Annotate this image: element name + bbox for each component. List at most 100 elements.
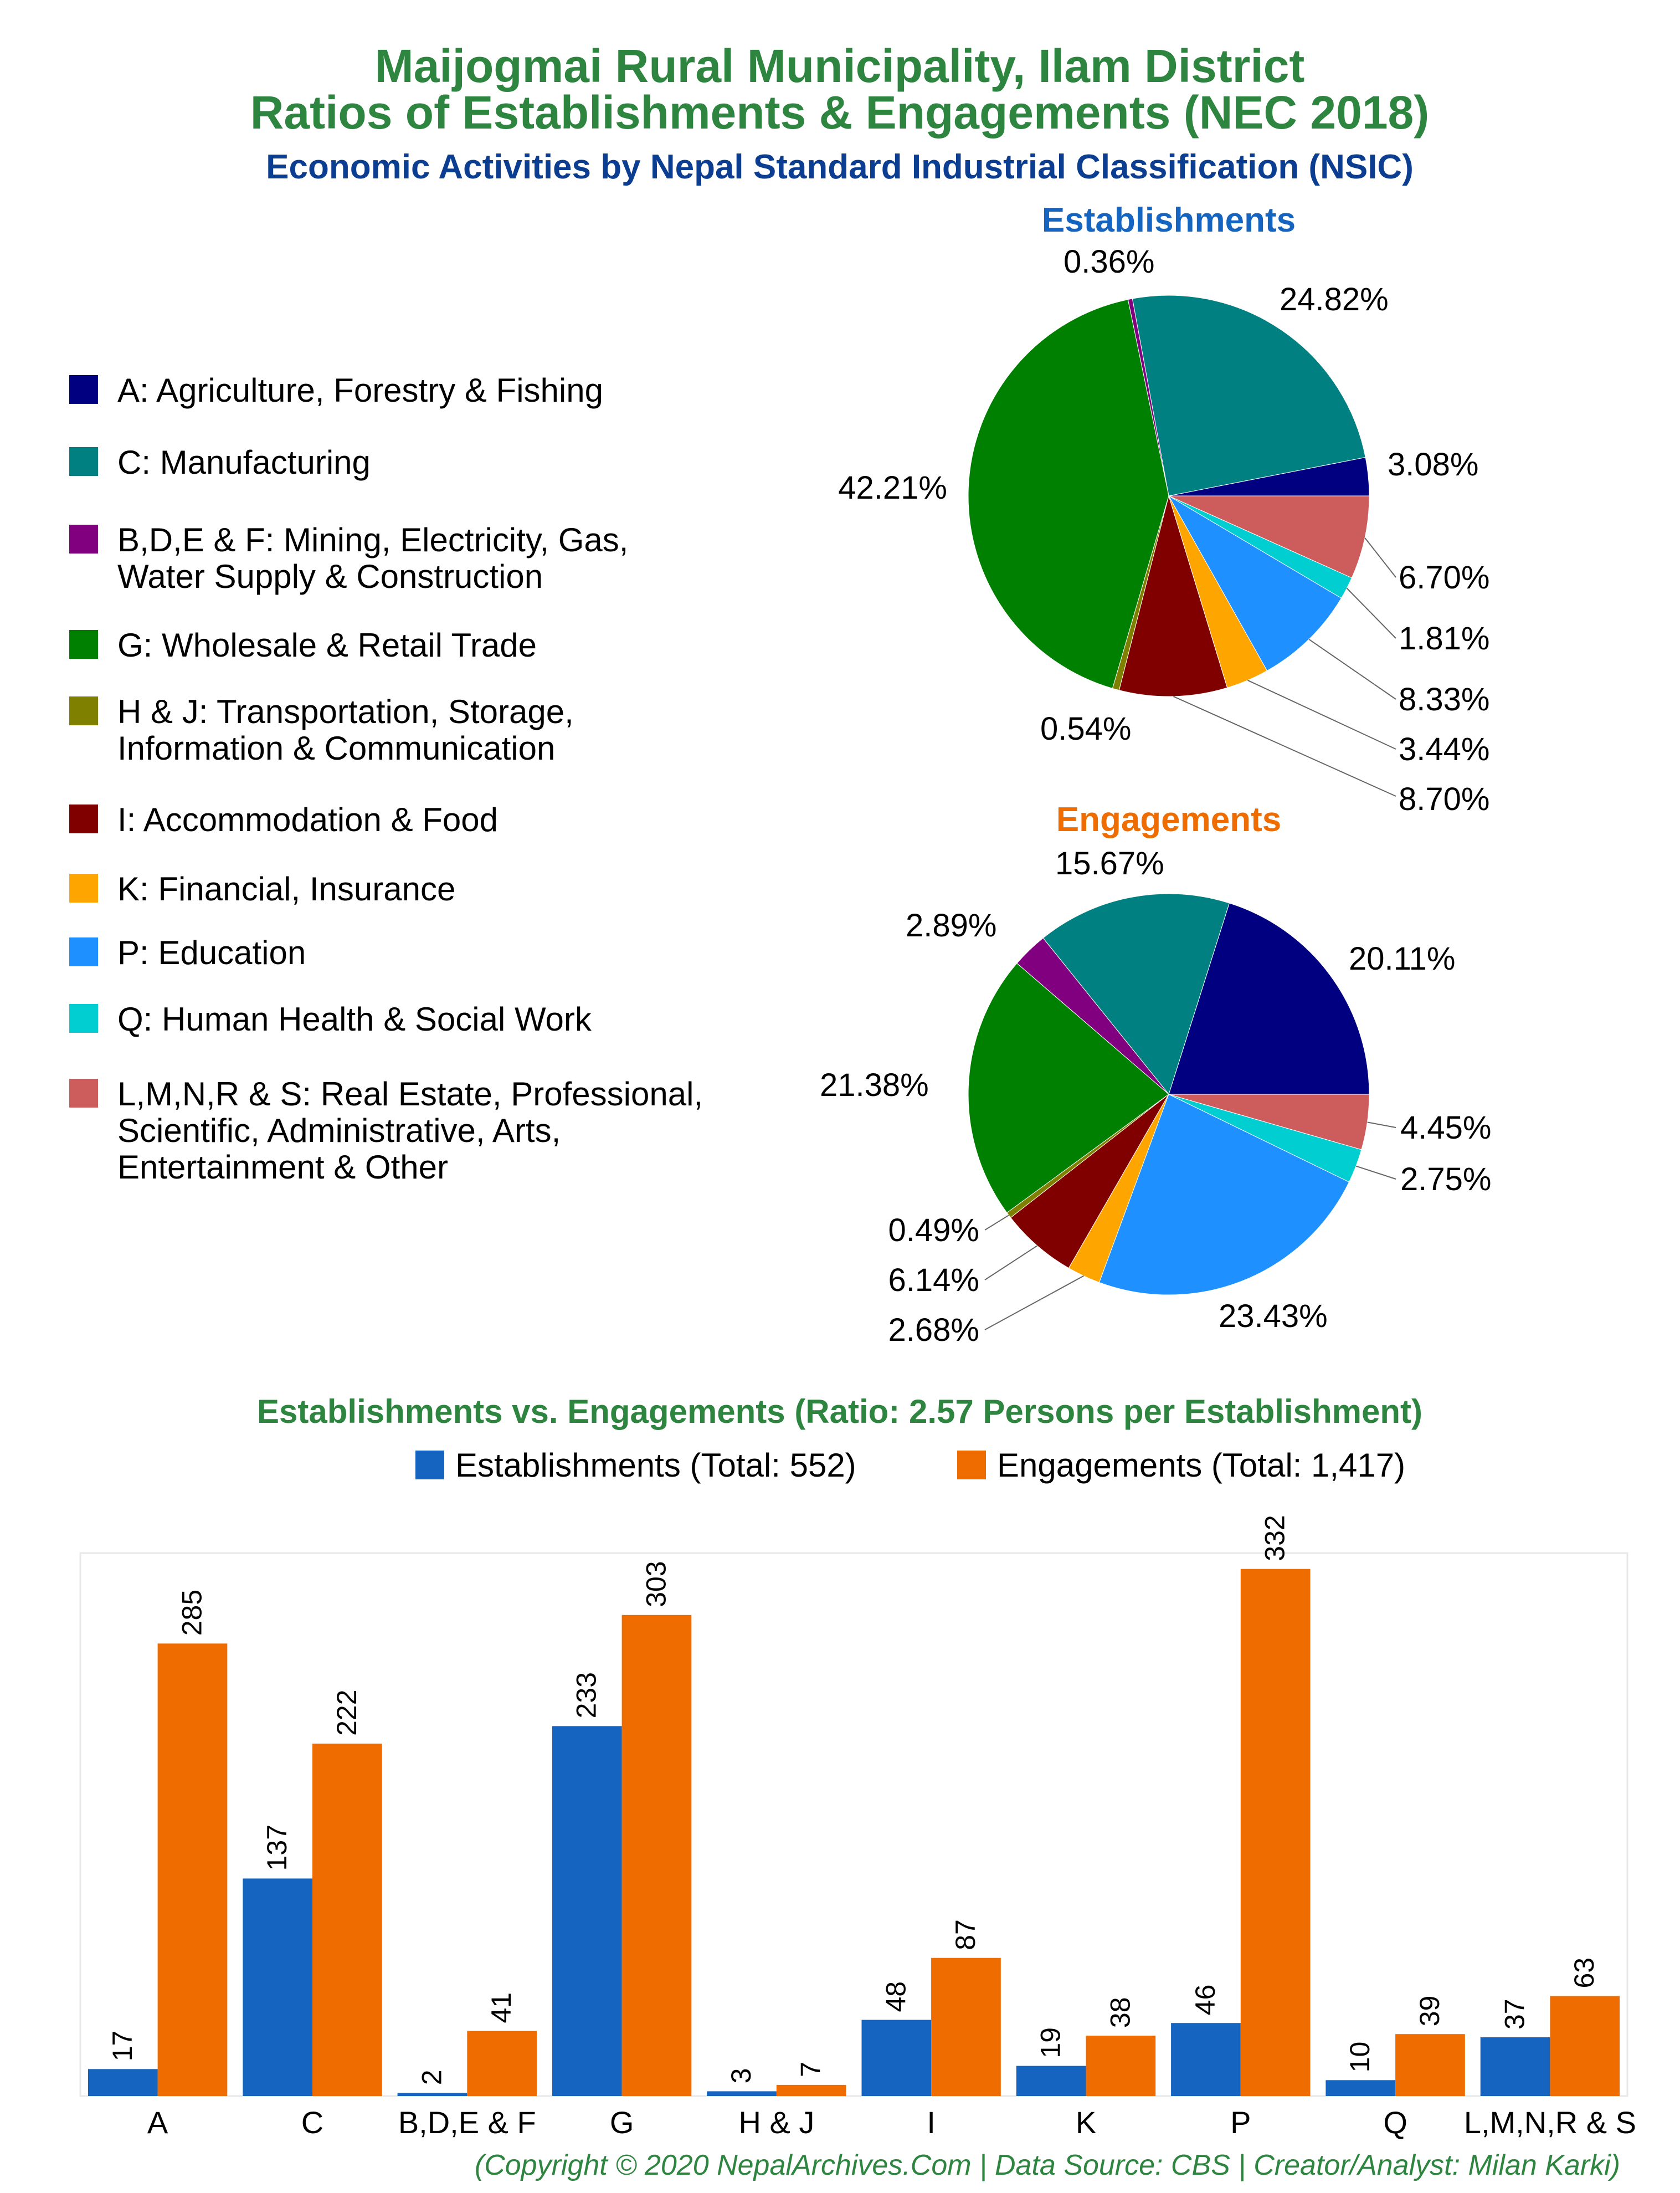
pie-value-label: 0.36%: [1064, 244, 1154, 280]
pie-value-label: 2.75%: [1400, 1161, 1491, 1197]
legend-label: Information & Communication: [117, 730, 555, 767]
legend-label: H & J: Transportation, Storage,: [117, 693, 574, 730]
x-tick-label: K: [1076, 2105, 1096, 2140]
pie-slice: [968, 299, 1169, 689]
bar-legend-label: Establishments (Total: 552): [455, 1447, 856, 1484]
bar-value-label: 37: [1499, 1999, 1530, 2030]
leader-line: [984, 1245, 1038, 1280]
pie-value-label: 8.70%: [1399, 781, 1489, 817]
x-tick-label: G: [610, 2105, 634, 2140]
leader-line: [984, 1275, 1084, 1330]
bar-value-label: 19: [1035, 2027, 1066, 2058]
leader-line: [1367, 1121, 1396, 1128]
bar-establishments: [1016, 2066, 1086, 2096]
pie-slice: [1042, 893, 1230, 1095]
bar-value-label: 332: [1260, 1515, 1291, 1561]
legend-label: G: Wholesale & Retail Trade: [117, 627, 537, 664]
leader-line: [1355, 1165, 1396, 1180]
legend-label: C: Manufacturing: [117, 444, 371, 481]
bar-legend-swatch: [957, 1451, 986, 1479]
x-tick-label: P: [1230, 2105, 1251, 2140]
legend-label: Scientific, Administrative, Arts,: [117, 1112, 561, 1149]
pie-slice: [1168, 903, 1370, 1095]
leader-line: [984, 1215, 1009, 1231]
legend-label: L,M,N,R & S: Real Estate, Professional,: [117, 1075, 703, 1113]
legend-swatch: [69, 805, 98, 833]
bar-legend-swatch: [415, 1451, 444, 1479]
bar-establishments: [861, 2020, 932, 2096]
chart-title-line2: Ratios of Establishments & Engagements (…: [250, 86, 1430, 139]
pie-establishments: 3.08% 24.82% 0.36% 42.21% 0.54% 8.70% 3.44% 8.3…: [838, 244, 1489, 817]
legend-swatch: [69, 1004, 98, 1033]
leader-line: [1173, 695, 1396, 797]
bar-value-label: 285: [177, 1590, 208, 1636]
pie-value-label: 3.44%: [1399, 731, 1489, 767]
copyright-text: (Copyright © 2020 NepalArchives.Com | Da…: [475, 2149, 1620, 2181]
bar-legend-label: Engagements (Total: 1,417): [997, 1447, 1405, 1484]
bar-value-label: 303: [640, 1561, 671, 1607]
legend-label: P: Education: [117, 934, 306, 971]
bar-value-label: 87: [950, 1919, 981, 1950]
legend-swatch: [69, 937, 98, 966]
bar-value-label: 137: [261, 1825, 292, 1871]
bar-establishments: [88, 2069, 158, 2096]
x-tick-label: Q: [1383, 2105, 1407, 2140]
bar-value-label: 38: [1104, 1997, 1136, 2028]
pie-value-label: 20.11%: [1349, 941, 1455, 977]
bar-value-label: 41: [486, 1992, 517, 2023]
x-tick-label: L,M,N,R & S: [1464, 2105, 1636, 2140]
pie-value-label: 2.89%: [906, 908, 996, 944]
legend-swatch: [69, 375, 98, 404]
pie-value-label: 23.43%: [1219, 1298, 1328, 1334]
pie-value-label: 8.33%: [1399, 682, 1489, 718]
legend-label: K: Financial, Insurance: [117, 870, 455, 908]
pie-engagements-title: Engagements: [1056, 801, 1282, 839]
bar-engagements: [1395, 2034, 1465, 2096]
pie-value-label: 4.45%: [1400, 1110, 1491, 1146]
pie-value-label: 1.81%: [1399, 621, 1489, 657]
bar-engagements: [1086, 2036, 1156, 2096]
bar-value-label: 222: [331, 1689, 362, 1735]
pie-value-label: 24.82%: [1280, 281, 1389, 317]
pie-slice: [968, 962, 1169, 1213]
bar-engagements: [467, 2031, 537, 2096]
pie-value-label: 21.38%: [820, 1067, 929, 1103]
pie-slice: [1010, 1094, 1169, 1269]
x-tick-label: I: [927, 2105, 936, 2140]
pie-slice: [1098, 1094, 1350, 1295]
bar-value-label: 7: [795, 2062, 826, 2077]
bar-engagements: [1550, 1996, 1620, 2096]
pie-establishments-title: Establishments: [1042, 201, 1296, 239]
legend-label: I: Accommodation & Food: [117, 801, 498, 838]
legend-swatch: [69, 874, 98, 903]
leader-line: [1247, 679, 1396, 750]
bar-establishments: [397, 2093, 467, 2096]
legend-swatch: [69, 1079, 98, 1108]
legend-swatch: [69, 696, 98, 725]
pie-slice: [1132, 295, 1366, 496]
legend-label: Q: Human Health & Social Work: [117, 1001, 592, 1038]
pie-engagements: 20.11% 15.67% 2.89% 21.38% 0.49% 6.14% 2.68% 23…: [820, 846, 1491, 1348]
legend-label: B,D,E & F: Mining, Electricity, Gas,: [117, 521, 628, 559]
x-tick-label: C: [301, 2105, 323, 2140]
bar-establishments: [1171, 2023, 1241, 2096]
pie-value-label: 15.67%: [1055, 846, 1164, 882]
pie-value-label: 42.21%: [838, 470, 947, 506]
bar-engagements: [931, 1958, 1001, 2096]
pie-value-label: 0.54%: [1040, 711, 1131, 747]
bar-engagements: [1240, 1569, 1311, 2096]
pie-value-label: 0.49%: [888, 1212, 979, 1248]
legend-swatch: [69, 630, 98, 659]
bar-value-label: 3: [726, 2068, 757, 2084]
bar-value-label: 10: [1344, 2042, 1375, 2073]
pie-value-label: 2.68%: [888, 1312, 979, 1348]
bar-value-label: 48: [880, 1981, 911, 2012]
bar-chart-title: Establishments vs. Engagements (Ratio: 2…: [257, 1393, 1422, 1430]
legend-swatch: [69, 525, 98, 554]
bar-engagements: [312, 1743, 382, 2096]
bar-establishments: [707, 2091, 777, 2096]
category-legend: A: Agriculture, Forestry & Fishing C: Man…: [69, 372, 703, 1186]
pie-value-label: 6.14%: [888, 1262, 979, 1298]
